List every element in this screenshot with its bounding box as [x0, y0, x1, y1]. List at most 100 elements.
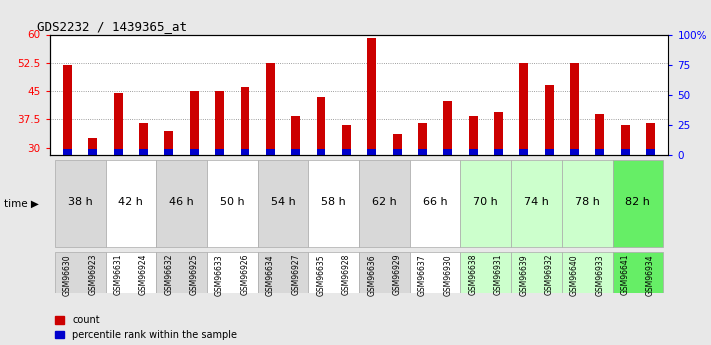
- Bar: [105, 252, 156, 293]
- Bar: [444, 149, 452, 155]
- Bar: [494, 112, 503, 155]
- Bar: [613, 160, 663, 247]
- Bar: [621, 149, 630, 155]
- Bar: [63, 65, 72, 155]
- Bar: [240, 149, 250, 155]
- Bar: [392, 135, 402, 155]
- Bar: [342, 149, 351, 155]
- Bar: [257, 252, 309, 293]
- Bar: [469, 116, 478, 155]
- Bar: [164, 149, 173, 155]
- Bar: [139, 149, 148, 155]
- Bar: [545, 86, 554, 155]
- Bar: [444, 100, 452, 155]
- Bar: [494, 149, 503, 155]
- Bar: [342, 125, 351, 155]
- Text: GSM96636: GSM96636: [367, 254, 376, 296]
- Bar: [316, 97, 326, 155]
- Text: GSM96932: GSM96932: [545, 254, 554, 295]
- Bar: [114, 93, 123, 155]
- Text: GSM96928: GSM96928: [342, 254, 351, 295]
- Bar: [545, 149, 554, 155]
- Bar: [511, 160, 562, 247]
- Bar: [88, 138, 97, 155]
- Bar: [595, 114, 604, 155]
- Bar: [646, 123, 655, 155]
- Bar: [461, 252, 511, 293]
- Bar: [240, 87, 250, 155]
- Bar: [570, 149, 579, 155]
- Bar: [595, 149, 604, 155]
- Text: GSM96927: GSM96927: [292, 254, 300, 295]
- Text: GSM96639: GSM96639: [519, 254, 528, 296]
- Text: GSM96926: GSM96926: [240, 254, 250, 295]
- Bar: [215, 91, 224, 155]
- Bar: [63, 149, 72, 155]
- Bar: [359, 252, 410, 293]
- Bar: [646, 149, 655, 155]
- Bar: [418, 123, 427, 155]
- Text: GSM96923: GSM96923: [88, 254, 97, 295]
- Bar: [359, 160, 410, 247]
- Text: GSM96633: GSM96633: [215, 254, 224, 296]
- Legend: count, percentile rank within the sample: count, percentile rank within the sample: [55, 315, 237, 340]
- Bar: [368, 149, 376, 155]
- Bar: [207, 252, 257, 293]
- Bar: [562, 252, 613, 293]
- Text: GSM96635: GSM96635: [316, 254, 326, 296]
- Text: GSM96924: GSM96924: [139, 254, 148, 295]
- Text: 42 h: 42 h: [119, 197, 144, 207]
- Bar: [520, 149, 528, 155]
- Bar: [418, 149, 427, 155]
- Text: 82 h: 82 h: [626, 197, 651, 207]
- Bar: [368, 38, 376, 155]
- Text: 54 h: 54 h: [271, 197, 295, 207]
- Text: GSM96632: GSM96632: [164, 254, 173, 295]
- Text: 38 h: 38 h: [68, 197, 92, 207]
- Text: GSM96630: GSM96630: [63, 254, 72, 296]
- Text: GSM96929: GSM96929: [392, 254, 402, 295]
- Bar: [410, 252, 461, 293]
- Text: 46 h: 46 h: [169, 197, 194, 207]
- Bar: [461, 160, 511, 247]
- Bar: [292, 149, 300, 155]
- Bar: [392, 149, 402, 155]
- Text: GSM96641: GSM96641: [621, 254, 630, 295]
- Text: 74 h: 74 h: [524, 197, 549, 207]
- Bar: [292, 116, 300, 155]
- Text: GSM96925: GSM96925: [190, 254, 199, 295]
- Bar: [88, 149, 97, 155]
- Text: GSM96634: GSM96634: [266, 254, 275, 296]
- Bar: [190, 91, 198, 155]
- Bar: [309, 252, 359, 293]
- Bar: [164, 131, 173, 155]
- Bar: [156, 252, 207, 293]
- Text: GSM96931: GSM96931: [494, 254, 503, 295]
- Bar: [511, 252, 562, 293]
- Bar: [114, 149, 123, 155]
- Bar: [266, 149, 274, 155]
- Bar: [316, 149, 326, 155]
- Bar: [562, 160, 613, 247]
- Bar: [309, 160, 359, 247]
- Bar: [570, 63, 579, 155]
- Text: GDS2232 / 1439365_at: GDS2232 / 1439365_at: [38, 20, 188, 33]
- Bar: [520, 63, 528, 155]
- Text: 70 h: 70 h: [474, 197, 498, 207]
- Bar: [469, 149, 478, 155]
- Bar: [613, 252, 663, 293]
- Text: 78 h: 78 h: [574, 197, 599, 207]
- Text: 58 h: 58 h: [321, 197, 346, 207]
- Text: GSM96631: GSM96631: [114, 254, 123, 295]
- Bar: [55, 160, 105, 247]
- Text: 66 h: 66 h: [423, 197, 447, 207]
- Bar: [55, 252, 105, 293]
- Bar: [215, 149, 224, 155]
- Bar: [257, 160, 309, 247]
- Bar: [105, 160, 156, 247]
- Bar: [156, 160, 207, 247]
- Bar: [266, 63, 274, 155]
- Text: GSM96933: GSM96933: [595, 254, 604, 296]
- Bar: [410, 160, 461, 247]
- Bar: [207, 160, 257, 247]
